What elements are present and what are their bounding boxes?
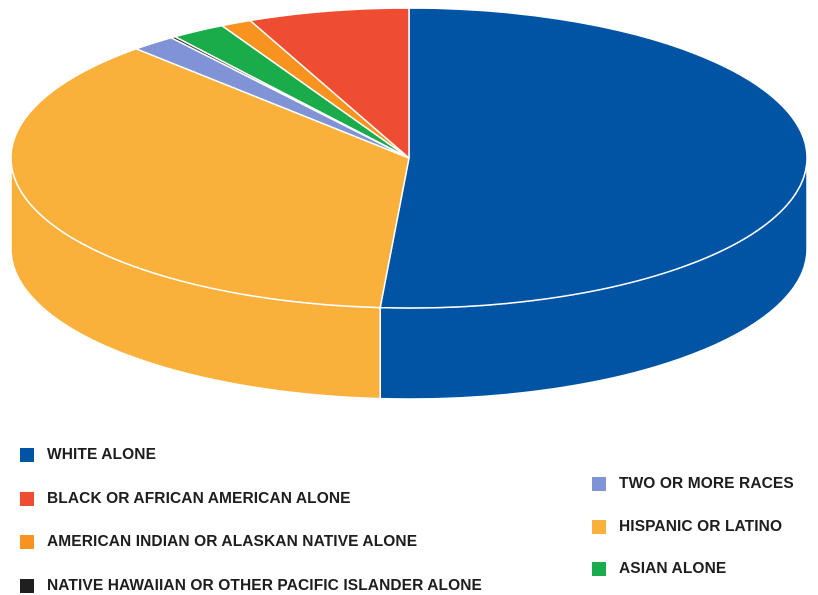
legend-swatch bbox=[20, 448, 34, 462]
legend-swatch bbox=[20, 578, 34, 593]
legend-item: WHITE ALONE bbox=[20, 446, 156, 464]
legend-item: TWO OR MORE RACES bbox=[592, 475, 794, 493]
pie-slice-black-or-african-american-alone bbox=[249, 7, 410, 159]
legend-label: BLACK OR AFRICAN AMERICAN ALONE bbox=[47, 489, 351, 507]
pie-top-faces bbox=[10, 7, 808, 309]
legend-swatch bbox=[592, 477, 606, 491]
legend-swatch bbox=[592, 519, 606, 534]
legend-label: AMERICAN INDIAN OR ALASKAN NATIVE ALONE bbox=[47, 533, 418, 550]
legend-item: NATIVE HAWAIIAN OR OTHER PACIFIC ISLANDE… bbox=[20, 577, 482, 595]
legend-item: ASIAN ALONE bbox=[592, 560, 726, 578]
legend-swatch bbox=[20, 491, 34, 506]
pie-slice-hispanic-or-latino bbox=[10, 48, 410, 309]
legend-item: HISPANIC OR LATINO bbox=[592, 518, 782, 536]
legend-label: WHITE ALONE bbox=[47, 446, 157, 463]
legend-swatch bbox=[20, 535, 34, 549]
pie-slice-white-alone bbox=[379, 7, 808, 309]
legend-item: AMERICAN INDIAN OR ALASKAN NATIVE ALONE bbox=[20, 533, 417, 551]
legend-label: NATIVE HAWAIIAN OR OTHER PACIFIC ISLANDE… bbox=[47, 576, 482, 594]
legend-label: TWO OR MORE RACES bbox=[619, 475, 794, 492]
legend-item: BLACK OR AFRICAN AMERICAN ALONE bbox=[20, 490, 351, 508]
legend-label: HISPANIC OR LATINO bbox=[619, 517, 783, 535]
legend-swatch bbox=[592, 562, 606, 576]
legend-label: ASIAN ALONE bbox=[619, 560, 727, 577]
